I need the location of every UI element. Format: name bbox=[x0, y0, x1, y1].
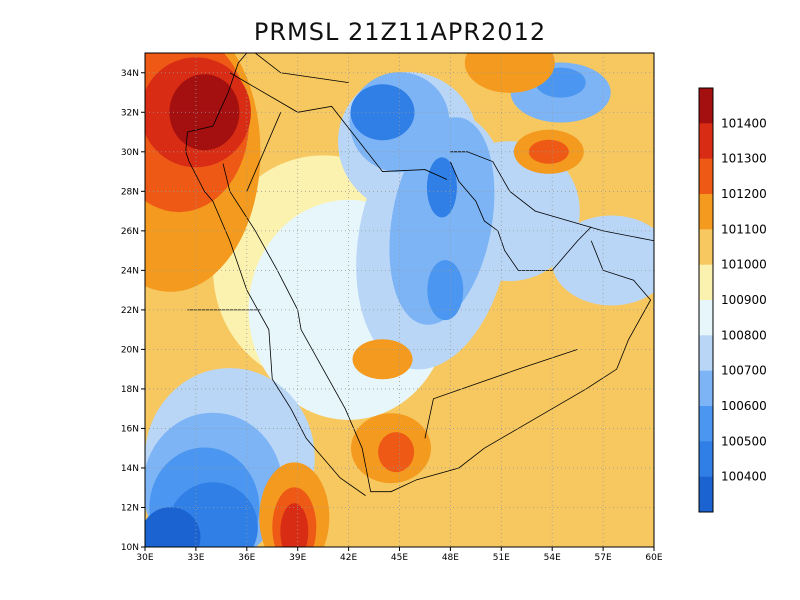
latitude-tick-label: 14N bbox=[121, 464, 139, 474]
pressure-contour bbox=[280, 503, 309, 547]
pressure-field bbox=[145, 53, 654, 547]
latitude-tick-label: 26N bbox=[121, 227, 139, 237]
map-title: PRMSL 21Z11APR2012 bbox=[253, 18, 547, 46]
pressure-contour bbox=[427, 260, 464, 321]
latitude-tick-label: 28N bbox=[121, 187, 139, 197]
pressure-contour bbox=[350, 84, 415, 141]
coastline-segment bbox=[424, 349, 578, 439]
colorbar-label: 101400 bbox=[721, 116, 767, 130]
colorbar-label: 101100 bbox=[721, 222, 767, 236]
latitude-tick-label: 24N bbox=[121, 266, 139, 276]
colorbar-swatch bbox=[699, 300, 713, 336]
colorbar-swatch bbox=[699, 335, 713, 372]
longitude-tick-label: 54E bbox=[544, 553, 561, 563]
longitude-tick-label: 33E bbox=[187, 553, 204, 563]
colorbar-label: 101000 bbox=[721, 258, 767, 272]
colorbar-label: 101200 bbox=[721, 187, 767, 201]
longitude-tick-label: 36E bbox=[238, 553, 255, 563]
colorbar-swatch bbox=[699, 158, 713, 195]
coastline-segment bbox=[450, 151, 654, 242]
longitude-tick-label: 51E bbox=[493, 553, 510, 563]
latitude-tick-label: 32N bbox=[121, 108, 139, 118]
colorbar-label: 100500 bbox=[721, 434, 767, 448]
coastline-segment bbox=[222, 163, 652, 493]
pressure-contour bbox=[528, 139, 569, 164]
latitude-tick-label: 18N bbox=[121, 385, 139, 395]
longitude-tick-label: 45E bbox=[391, 553, 408, 563]
longitude-tick-label: 39E bbox=[289, 553, 306, 563]
coastline bbox=[185, 53, 654, 496]
colorbar-frame bbox=[698, 87, 714, 513]
pressure-contour bbox=[378, 432, 415, 473]
longitude-tick-label: 57E bbox=[595, 553, 612, 563]
latitude-tick-label: 16N bbox=[121, 424, 139, 434]
longitude-axis: 30E 33E 36E 39E 42E 45E 48E 51E 54E 57E 60E bbox=[136, 547, 663, 563]
latitude-tick-label: 30N bbox=[121, 148, 139, 158]
coastline-segment bbox=[246, 112, 282, 192]
colorbar-label: 101300 bbox=[721, 152, 767, 166]
coastline-segment bbox=[185, 132, 366, 496]
colorbar-swatch bbox=[699, 370, 713, 407]
coastline-segment bbox=[450, 161, 592, 271]
latitude-tick-label: 22N bbox=[121, 306, 139, 316]
colorbar-swatch bbox=[699, 194, 713, 230]
colorbar-swatch bbox=[699, 88, 713, 124]
latitude-tick-label: 34N bbox=[121, 69, 139, 79]
coastline-segment bbox=[187, 53, 248, 133]
pressure-contour bbox=[551, 215, 654, 306]
longitude-tick-label: 48E bbox=[442, 553, 459, 563]
colorbar-swatch bbox=[699, 264, 713, 301]
colorbar-label: 100600 bbox=[721, 399, 767, 413]
coastline-segment bbox=[229, 72, 448, 180]
latitude-tick-label: 12N bbox=[121, 503, 139, 513]
pressure-contour bbox=[145, 507, 201, 547]
latitude-axis: 10N 12N 14N 16N 18N 20N 22N 24N 26N 28N 30N 32N 34N bbox=[121, 69, 145, 553]
colorbar-label: 100900 bbox=[721, 293, 767, 307]
colorbar-label: 100700 bbox=[721, 364, 767, 378]
colorbar-swatch bbox=[699, 441, 713, 478]
latitude-tick-label: 10N bbox=[121, 543, 139, 553]
latitude-tick-label: 20N bbox=[121, 345, 139, 355]
longitude-tick-label: 42E bbox=[340, 553, 357, 563]
colorbar-label: 100400 bbox=[721, 470, 767, 484]
longitude-tick-label: 60E bbox=[645, 553, 662, 563]
coastline-segment bbox=[255, 53, 349, 84]
colorbar-swatch bbox=[699, 406, 713, 442]
pressure-contour bbox=[389, 117, 495, 325]
colorbar-swatch bbox=[699, 123, 713, 160]
colorbar-swatch bbox=[699, 229, 713, 266]
colorbar-swatch bbox=[699, 476, 713, 513]
colorbar-label: 100800 bbox=[721, 328, 767, 342]
pressure-contour bbox=[426, 157, 457, 218]
pressure-contour bbox=[169, 74, 240, 151]
longitude-tick-label: 30E bbox=[136, 553, 153, 563]
graticule bbox=[145, 53, 654, 547]
